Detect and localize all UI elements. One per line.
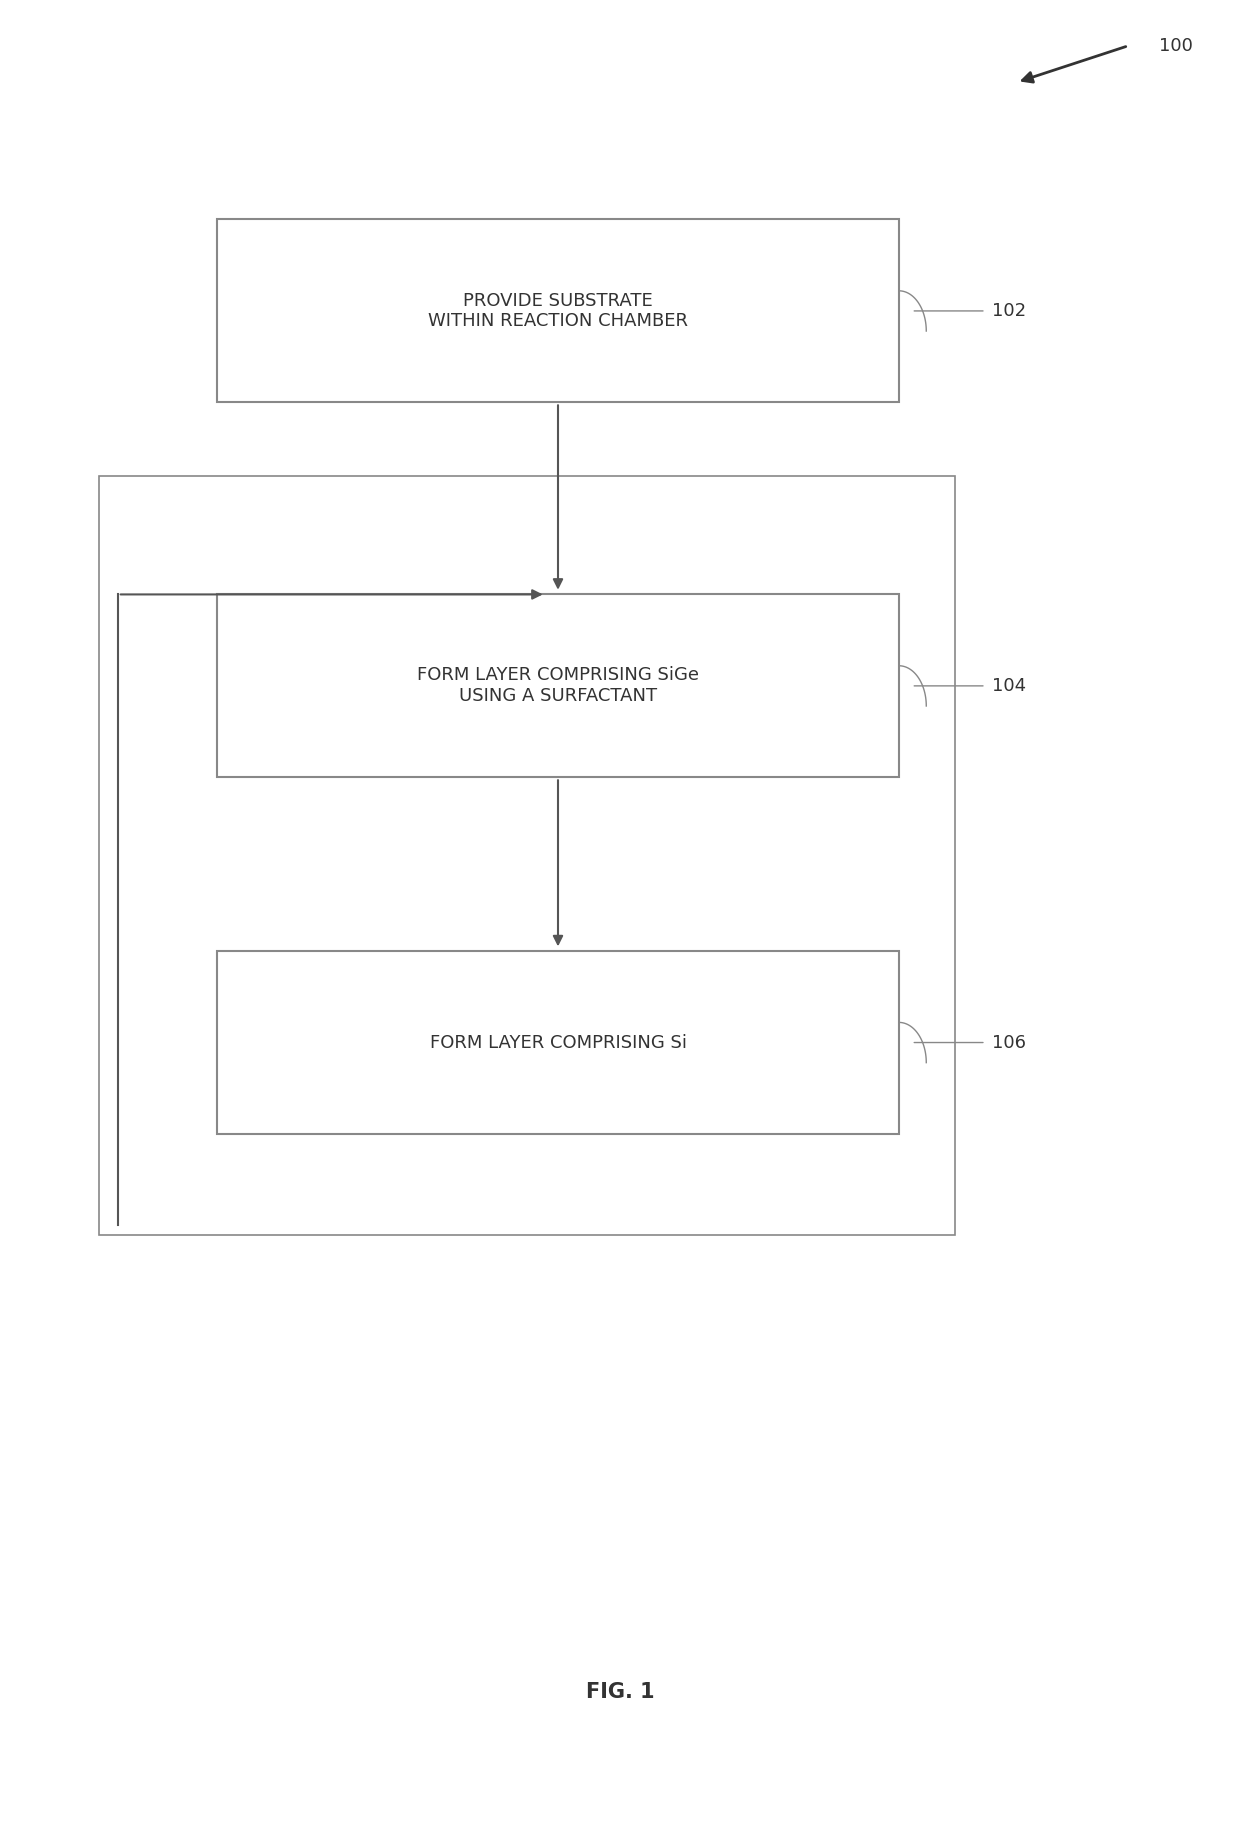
Text: PROVIDE SUBSTRATE
WITHIN REACTION CHAMBER: PROVIDE SUBSTRATE WITHIN REACTION CHAMBE…: [428, 291, 688, 331]
Text: FIG. 1: FIG. 1: [585, 1683, 655, 1701]
Text: 100: 100: [1159, 37, 1193, 55]
Text: 106: 106: [992, 1033, 1025, 1052]
Text: FORM LAYER COMPRISING Si: FORM LAYER COMPRISING Si: [429, 1033, 687, 1052]
Text: 102: 102: [992, 302, 1027, 320]
FancyBboxPatch shape: [217, 219, 899, 402]
FancyBboxPatch shape: [217, 951, 899, 1134]
Text: FORM LAYER COMPRISING SiGe
USING A SURFACTANT: FORM LAYER COMPRISING SiGe USING A SURFA…: [417, 666, 699, 706]
FancyBboxPatch shape: [217, 594, 899, 777]
Text: 104: 104: [992, 677, 1027, 695]
